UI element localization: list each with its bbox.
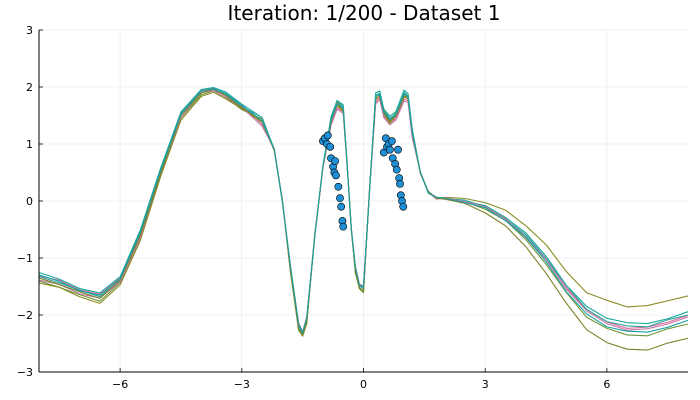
chart-title: Iteration: 1/200 - Dataset 1 [228,1,501,25]
scatter-point [387,137,396,146]
y-tick-label: 1 [26,138,33,151]
scatter-point [336,194,344,203]
y-tick-label: 2 [26,81,33,94]
y-tick-label: 0 [26,195,33,208]
scatter-point [334,182,343,191]
x-tick-label: −3 [234,378,250,391]
y-tick-label: −3 [17,366,33,379]
scatter-point [339,222,348,231]
scatter-point [337,202,346,211]
scatter-point [323,131,332,140]
x-tick-label: −6 [112,378,128,391]
scatter-point [394,145,402,154]
x-tick-label: 3 [482,378,489,391]
scatter-point [392,165,401,174]
scatter-layer [319,131,408,231]
x-tick-label: 0 [360,378,367,391]
series-line [38,88,689,333]
x-tick-label: 6 [603,378,610,391]
scatter-point [399,202,408,211]
y-tick-label: −2 [17,309,33,322]
x-axis-ticks: −6 −3 0 3 6 [112,368,610,391]
scatter-point [385,145,394,154]
y-axis-ticks: −3 −2 −1 0 1 2 3 [17,24,43,379]
y-tick-label: −1 [17,252,33,265]
y-tick-label: 3 [26,24,33,37]
series-layer [38,87,689,351]
scatter-point [326,142,335,151]
scatter-point [396,179,404,188]
grid [39,29,688,373]
scatter-point [331,157,340,165]
scatter-point [332,171,340,180]
